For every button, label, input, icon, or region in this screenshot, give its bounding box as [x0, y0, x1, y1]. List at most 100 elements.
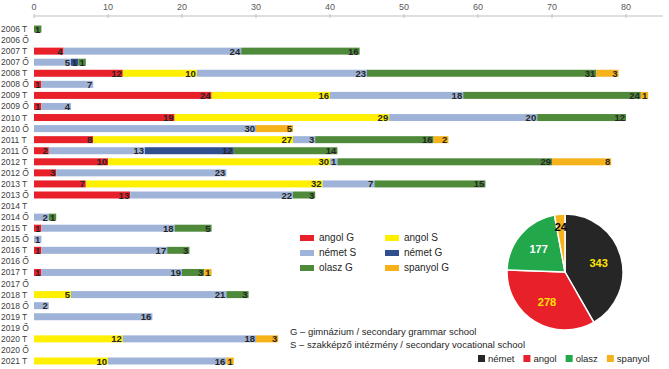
bar-segment [41, 247, 167, 254]
x-tick-label: 0 [31, 2, 36, 12]
data-label: 1 [35, 223, 41, 234]
legend-swatch [300, 265, 314, 271]
data-label: 15 [474, 178, 485, 189]
bar-segment [234, 147, 338, 154]
pie-legend-label: spanyol [617, 353, 650, 364]
data-label: 23 [355, 68, 366, 79]
data-label: 3 [183, 245, 188, 256]
pie-label: 343 [589, 257, 607, 269]
category-label: 2006 T [1, 24, 27, 34]
data-label: 1 [35, 245, 41, 256]
data-label: 4 [65, 101, 71, 112]
data-label: 1 [35, 234, 41, 245]
bar-segment [175, 114, 390, 121]
bar-segment [34, 192, 130, 199]
legend-label: angol S [404, 232, 438, 243]
x-tick-label: 10 [103, 2, 113, 12]
x-tick-label: 20 [177, 2, 187, 12]
data-label: 21 [215, 289, 226, 300]
x-tick [330, 14, 331, 18]
data-label: 16 [215, 356, 226, 367]
annotation: S – szakképző intézmény / secondary voca… [290, 339, 525, 350]
x-tick [404, 14, 405, 18]
bar-segment [108, 158, 330, 165]
category-label: 2016 T [1, 245, 27, 255]
pie-legend-swatch [523, 355, 530, 362]
data-label: 18 [452, 90, 463, 101]
data-label: 14 [326, 145, 337, 156]
category-label: 2019 Ő [1, 323, 29, 333]
category-label: 2016 Ő [1, 256, 29, 266]
data-label: 3 [242, 289, 247, 300]
x-tick [256, 14, 257, 18]
data-label: 3 [50, 167, 55, 178]
data-label: 1 [50, 212, 56, 223]
category-label: 2014 T [1, 201, 27, 211]
pie-legend-swatch [478, 355, 485, 362]
bar-segment [86, 180, 323, 187]
data-label: 13 [133, 145, 144, 156]
bar-segment [41, 225, 174, 232]
data-label: 30 [244, 123, 255, 134]
legend-label: spanyol G [404, 262, 449, 273]
annotation: G – gimnázium / secondary grammar school [290, 326, 476, 337]
bar-segment [315, 136, 433, 143]
data-label: 1 [72, 57, 78, 68]
legend-swatch [300, 250, 314, 256]
bar-segment [212, 92, 330, 99]
bar-segment [34, 180, 86, 187]
bar-segment [463, 92, 641, 99]
data-label: 24 [230, 46, 241, 57]
category-label: 2020 T [1, 334, 27, 344]
data-label: 1 [35, 267, 41, 278]
data-label: 18 [163, 223, 174, 234]
category-label: 2013 Ő [1, 190, 29, 200]
data-label: 10 [185, 68, 196, 79]
category-label: 2014 Ő [1, 212, 29, 222]
bar-segment [56, 169, 226, 176]
category-label: 2021 T [1, 356, 27, 366]
data-label: 5 [65, 289, 71, 300]
category-label: 2010 T [1, 113, 27, 123]
bar-segment [145, 147, 234, 154]
data-label: 20 [526, 112, 537, 123]
data-label: 5 [287, 123, 293, 134]
data-label: 17 [156, 245, 167, 256]
data-label: 2 [43, 145, 48, 156]
pie [507, 214, 623, 330]
bar-segment [34, 125, 256, 132]
bar-segment [34, 114, 175, 121]
category-label: 2012 Ő [1, 168, 29, 178]
bar-segment [34, 335, 123, 342]
data-label: 12 [222, 145, 233, 156]
bars [34, 26, 648, 365]
category-label: 2015 T [1, 223, 27, 233]
data-label: 31 [585, 68, 596, 79]
data-label: 19 [163, 112, 174, 123]
category-label: 2018 T [1, 290, 27, 300]
x-tick-label: 70 [547, 2, 557, 12]
data-label: 8 [87, 134, 92, 145]
bar-segment [34, 70, 123, 77]
data-label: 18 [244, 333, 255, 344]
bar-segment [374, 180, 485, 187]
data-label: 12 [111, 68, 122, 79]
category-label: 2019 T [1, 312, 27, 322]
x-axis-line [34, 16, 663, 17]
x-tick [34, 14, 35, 18]
pie-label: 177 [529, 243, 547, 255]
data-label: 1 [35, 79, 41, 90]
data-label: 8 [605, 156, 610, 167]
data-label: 5 [205, 223, 211, 234]
data-label: 30 [318, 156, 329, 167]
data-label: 13 [119, 190, 130, 201]
pie-slice [507, 270, 594, 330]
category-label: 2008 T [1, 68, 27, 78]
data-label: 16 [318, 90, 329, 101]
x-tick-label: 80 [621, 2, 631, 12]
data-label: 10 [96, 156, 107, 167]
data-label: 16 [141, 311, 152, 322]
category-label: 2010 Ő [1, 124, 29, 134]
legend-label: angol G [319, 232, 354, 243]
category-label: 2011 Ő [1, 146, 29, 156]
